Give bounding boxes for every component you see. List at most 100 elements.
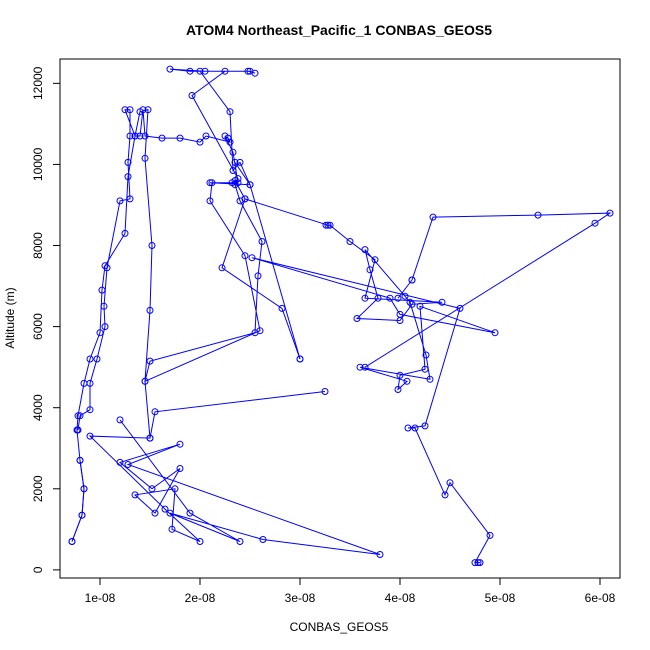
data-point (256, 327, 264, 335)
data-point (196, 138, 204, 146)
data-point (146, 434, 154, 442)
data-point (166, 65, 174, 73)
series-line (88, 68, 496, 564)
data-point (186, 67, 194, 75)
x-tick-label: 5e-08 (485, 591, 516, 605)
series-line (71, 109, 136, 542)
series-path (218, 195, 304, 363)
data-point (426, 375, 434, 383)
data-point (201, 67, 209, 75)
data-point (229, 148, 237, 156)
data-point (116, 458, 124, 466)
data-point (93, 355, 101, 363)
y-axis-label: Altitude (m) (3, 287, 17, 348)
data-point (401, 292, 409, 300)
series-path (394, 276, 416, 302)
data-point (229, 167, 237, 174)
data-point (254, 272, 262, 280)
data-point (408, 300, 416, 308)
data-point (124, 173, 132, 181)
data-point (103, 264, 111, 272)
data-point (236, 538, 244, 545)
data-point (218, 264, 226, 272)
data-point (406, 298, 414, 306)
data-point (438, 298, 446, 306)
data-point (326, 221, 334, 229)
data-point (486, 531, 494, 539)
series-path (68, 456, 88, 545)
data-point (361, 294, 369, 302)
data-point (158, 134, 166, 142)
data-point (96, 329, 104, 337)
data-point (321, 388, 329, 395)
y-tick-label: 4000 (31, 394, 45, 421)
data-point (202, 132, 210, 140)
data-point (68, 538, 76, 545)
data-point (126, 106, 134, 114)
series-line (149, 391, 326, 439)
data-point (116, 197, 124, 205)
data-point (534, 211, 542, 219)
data-point (161, 505, 169, 513)
series-line (397, 279, 413, 299)
data-point (139, 106, 147, 114)
data-point (86, 432, 94, 440)
data-point (491, 329, 499, 337)
data-point (241, 195, 249, 203)
data-point (394, 294, 402, 302)
y-axis: 0 2000 4000 6000 8000 10000 12000 (31, 66, 61, 573)
data-point (196, 67, 204, 75)
data-point (403, 377, 411, 385)
data-point (101, 262, 109, 270)
data-point (121, 229, 129, 237)
data-point (74, 412, 82, 420)
data-point (146, 357, 154, 365)
data-point (221, 67, 229, 75)
data-point (166, 509, 174, 517)
x-tick-label: 2e-08 (185, 591, 216, 605)
x-tick-label: 1e-08 (85, 591, 116, 605)
data-point (148, 485, 156, 493)
data-point (124, 158, 132, 166)
data-point (98, 286, 106, 294)
y-tick-label: 10000 (31, 147, 45, 181)
data-point (126, 132, 134, 140)
data-point (474, 559, 482, 567)
data-point (371, 256, 379, 264)
data-point (591, 219, 599, 227)
series-layer (68, 65, 614, 567)
series-path (86, 65, 499, 567)
x-axis-label: CONBAS_GEOS5 (290, 620, 389, 634)
data-point (404, 424, 412, 432)
data-point (476, 559, 484, 567)
data-point (226, 108, 234, 116)
data-point (248, 254, 256, 262)
data-point (124, 461, 132, 468)
data-point (246, 181, 254, 189)
y-tick-label: 6000 (31, 313, 45, 340)
data-point (196, 538, 204, 545)
data-point (86, 379, 94, 387)
data-point (208, 179, 216, 187)
series-path (146, 388, 329, 442)
data-point (429, 213, 437, 221)
data-point (322, 221, 330, 229)
data-point (324, 221, 332, 229)
data-point (361, 363, 369, 371)
data-point (441, 491, 449, 499)
series-line (221, 198, 301, 360)
data-point (416, 302, 424, 310)
data-point (126, 195, 134, 203)
data-point (374, 294, 382, 302)
data-point (258, 238, 266, 245)
data-point (131, 132, 139, 140)
data-point (206, 179, 214, 187)
data-point (356, 363, 364, 371)
data-point (394, 386, 402, 393)
data-point (396, 371, 404, 379)
data-point (244, 67, 252, 75)
data-point (366, 266, 374, 274)
data-point (136, 132, 144, 140)
